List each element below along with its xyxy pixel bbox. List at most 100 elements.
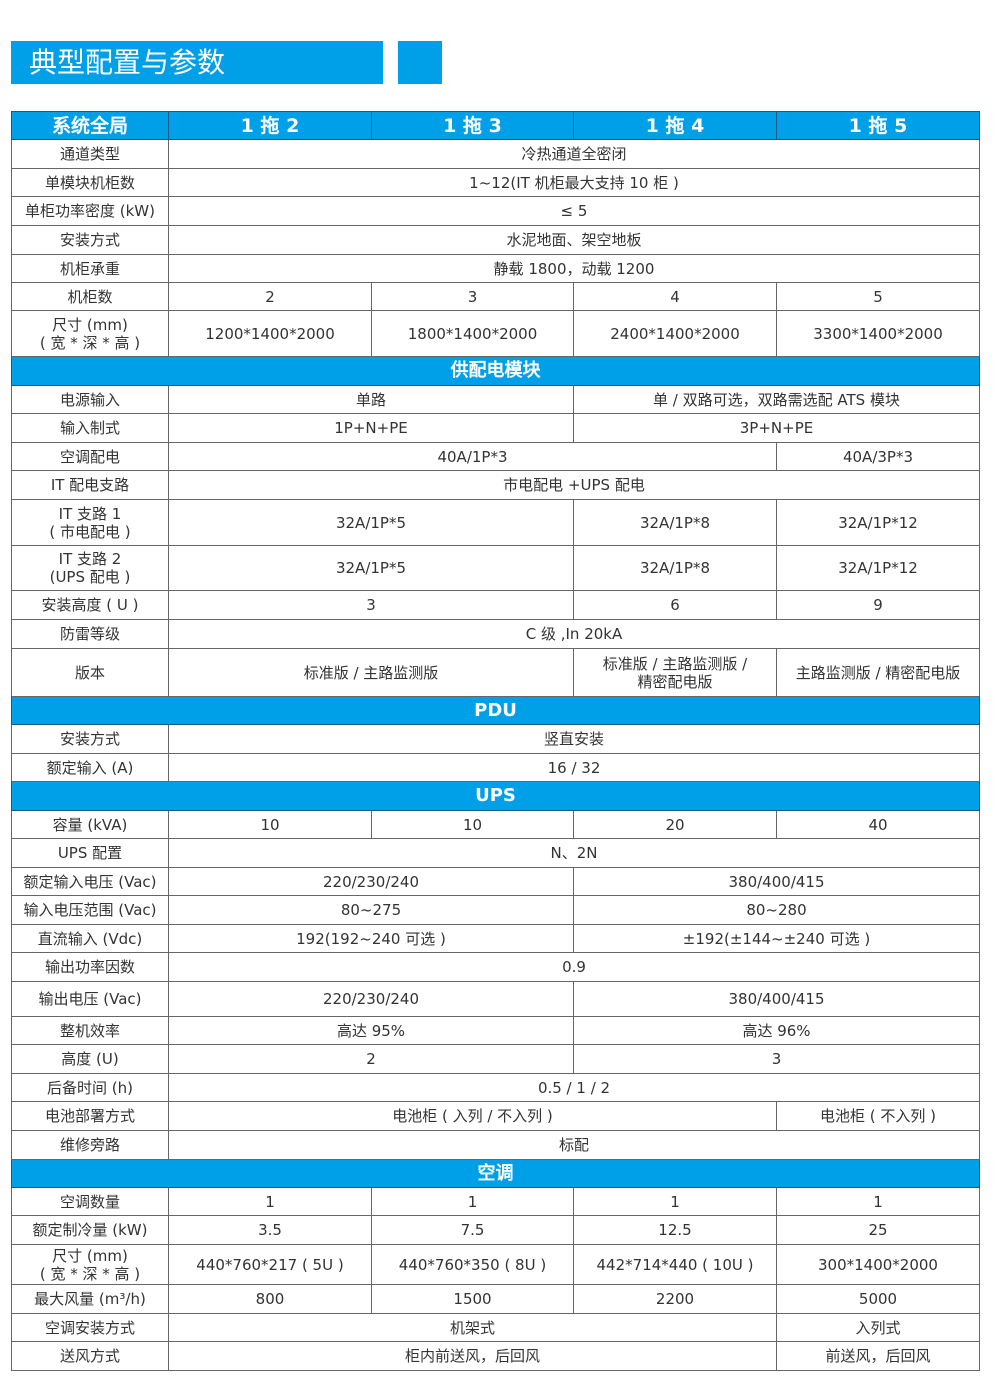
- row-label: 防雷等级: [11, 619, 169, 649]
- row-label: 空调数量: [11, 1187, 169, 1216]
- table-row: 安装高度 ( U ) 3 6 9: [11, 590, 980, 620]
- value-cell: 3: [371, 282, 574, 311]
- row-label: 高度 (U): [11, 1044, 169, 1074]
- value-cell: 10: [371, 810, 574, 839]
- value-cell: 2200: [573, 1284, 777, 1314]
- value-cell: 80~275: [168, 895, 574, 925]
- value-cell: 442*714*440 ( 10U ): [573, 1244, 777, 1285]
- value-cell: 水泥地面、架空地板: [168, 225, 980, 255]
- table-row: 直流输入 (Vdc) 192(192~240 可选 ) ±192(±144~±240…: [11, 924, 980, 953]
- header-label-cell: 系统全局: [11, 111, 169, 140]
- value-cell: 32A/1P*5: [168, 545, 574, 591]
- value-cell: 冷热通道全密闭: [168, 139, 980, 169]
- table-row: IT 支路 1 ( 市电配电 ) 32A/1P*5 32A/1P*8 32A/1P*1…: [11, 499, 980, 546]
- value-cell: 高达 95%: [168, 1016, 574, 1045]
- table-row: 后备时间 (h) 0.5 / 1 / 2: [11, 1073, 980, 1102]
- table-row: 通道类型 冷热通道全密闭: [11, 139, 980, 169]
- table-row: 输入电压范围 (Vac) 80~275 80~280: [11, 895, 980, 925]
- row-label: 安装高度 ( U ): [11, 590, 169, 620]
- row-label: 通道类型: [11, 139, 169, 169]
- value-cell: 2: [168, 282, 372, 311]
- row-label: 机柜数: [11, 282, 169, 311]
- value-cell: 机架式: [168, 1313, 777, 1342]
- value-cell: 1: [776, 1187, 980, 1216]
- value-cell: 2: [168, 1044, 574, 1074]
- value-cell: 40A/3P*3: [776, 442, 980, 471]
- value-cell: 7.5: [371, 1215, 574, 1245]
- value-cell: 20: [573, 810, 777, 839]
- value-cell: 380/400/415: [573, 981, 980, 1017]
- value-cell: 1500: [371, 1284, 574, 1314]
- row-label: 输入制式: [11, 413, 169, 443]
- value-cell: 220/230/240: [168, 867, 574, 896]
- value-cell: 4: [573, 282, 777, 311]
- row-label: 维修旁路: [11, 1130, 169, 1160]
- row-label: 输出功率因数: [11, 952, 169, 982]
- value-cell: 1200*1400*2000: [168, 310, 372, 357]
- value-cell: 1800*1400*2000: [371, 310, 574, 357]
- value-cell: 5: [776, 282, 980, 311]
- value-cell: 380/400/415: [573, 867, 980, 896]
- value-cell: ±192(±144~±240 可选 ): [573, 924, 980, 953]
- section-title: PDU: [11, 696, 980, 725]
- value-cell: 440*760*217 ( 5U ): [168, 1244, 372, 1285]
- row-label: 安装方式: [11, 225, 169, 255]
- value-cell: 40: [776, 810, 980, 839]
- value-cell: 前送风，后回风: [776, 1341, 980, 1371]
- section-title: 供配电模块: [11, 356, 980, 386]
- value-cell: 5000: [776, 1284, 980, 1314]
- value-cell: 25: [776, 1215, 980, 1245]
- value-cell: 3P+N+PE: [573, 413, 980, 443]
- header-config-cell: 1 拖 4: [573, 111, 777, 140]
- table-row: 安装方式 竖直安装: [11, 724, 980, 754]
- table-row: 高度 (U) 2 3: [11, 1044, 980, 1074]
- table-row: 输出功率因数 0.9: [11, 952, 980, 982]
- row-label: 后备时间 (h): [11, 1073, 169, 1102]
- table-row: 空调安装方式 机架式 入列式: [11, 1313, 980, 1342]
- value-cell: 静载 1800，动载 1200: [168, 254, 980, 283]
- row-label: 单模块机柜数: [11, 168, 169, 197]
- table-row: IT 配电支路 市电配电 +UPS 配电: [11, 470, 980, 500]
- section-header-row: UPS: [11, 781, 980, 811]
- section-header-row: PDU: [11, 696, 980, 725]
- title-banner: 典型配置与参数: [11, 41, 383, 84]
- value-cell: 16 / 32: [168, 753, 980, 782]
- table-row: 空调数量 1 1 1 1: [11, 1187, 980, 1216]
- value-cell: 标准版 / 主路监测版 / 精密配电版: [573, 648, 777, 697]
- value-cell: 单路: [168, 385, 574, 414]
- table-row: 单柜功率密度 (kW) ≤ 5: [11, 196, 980, 226]
- value-cell: 竖直安装: [168, 724, 980, 754]
- value-cell: ≤ 5: [168, 196, 980, 226]
- row-label: 电池部署方式: [11, 1101, 169, 1131]
- table-row: 额定输入 (A) 16 / 32: [11, 753, 980, 782]
- table-row: 机柜承重 静载 1800，动载 1200: [11, 254, 980, 283]
- value-cell: 入列式: [776, 1313, 980, 1342]
- row-label: 单柜功率密度 (kW): [11, 196, 169, 226]
- table-row: 整机效率 高达 95% 高达 96%: [11, 1016, 980, 1045]
- value-cell: 1~12(IT 机柜最大支持 10 柜 ): [168, 168, 980, 197]
- table-row: 电源输入 单路单 / 双路可选，双路需选配 ATS 模块: [11, 385, 980, 414]
- table-row: 版本 标准版 / 主路监测版 标准版 / 主路监测版 / 精密配电版 主路监测版 / …: [11, 648, 980, 697]
- value-cell: 0.9: [168, 952, 980, 982]
- row-label: 直流输入 (Vdc): [11, 924, 169, 953]
- table-row: 维修旁路 标配: [11, 1130, 980, 1160]
- section-header-row: 供配电模块: [11, 356, 980, 386]
- value-cell: 440*760*350 ( 8U ): [371, 1244, 574, 1285]
- header-config-cell: 1 拖 3: [371, 111, 574, 140]
- row-label: 尺寸 (mm) ( 宽 * 深 * 高 ): [11, 310, 169, 357]
- value-cell: 电池柜 ( 不入列 ): [776, 1101, 980, 1131]
- value-cell: 6: [573, 590, 777, 620]
- value-cell: 32A/1P*8: [573, 545, 777, 591]
- value-cell: 32A/1P*5: [168, 499, 574, 546]
- value-cell: 32A/1P*8: [573, 499, 777, 546]
- value-cell: C 级 ,In 20kA: [168, 619, 980, 649]
- value-cell: 10: [168, 810, 372, 839]
- header-config-cell: 1 拖 5: [776, 111, 980, 140]
- value-cell: 1P+N+PE: [168, 413, 574, 443]
- row-label: 输入电压范围 (Vac): [11, 895, 169, 925]
- row-label: 整机效率: [11, 1016, 169, 1045]
- value-cell: 市电配电 +UPS 配电: [168, 470, 980, 500]
- table-row: 送风方式 柜内前送风，后回风 前送风，后回风: [11, 1341, 980, 1371]
- table-row: 输入制式 1P+N+PE 3P+N+PE: [11, 413, 980, 443]
